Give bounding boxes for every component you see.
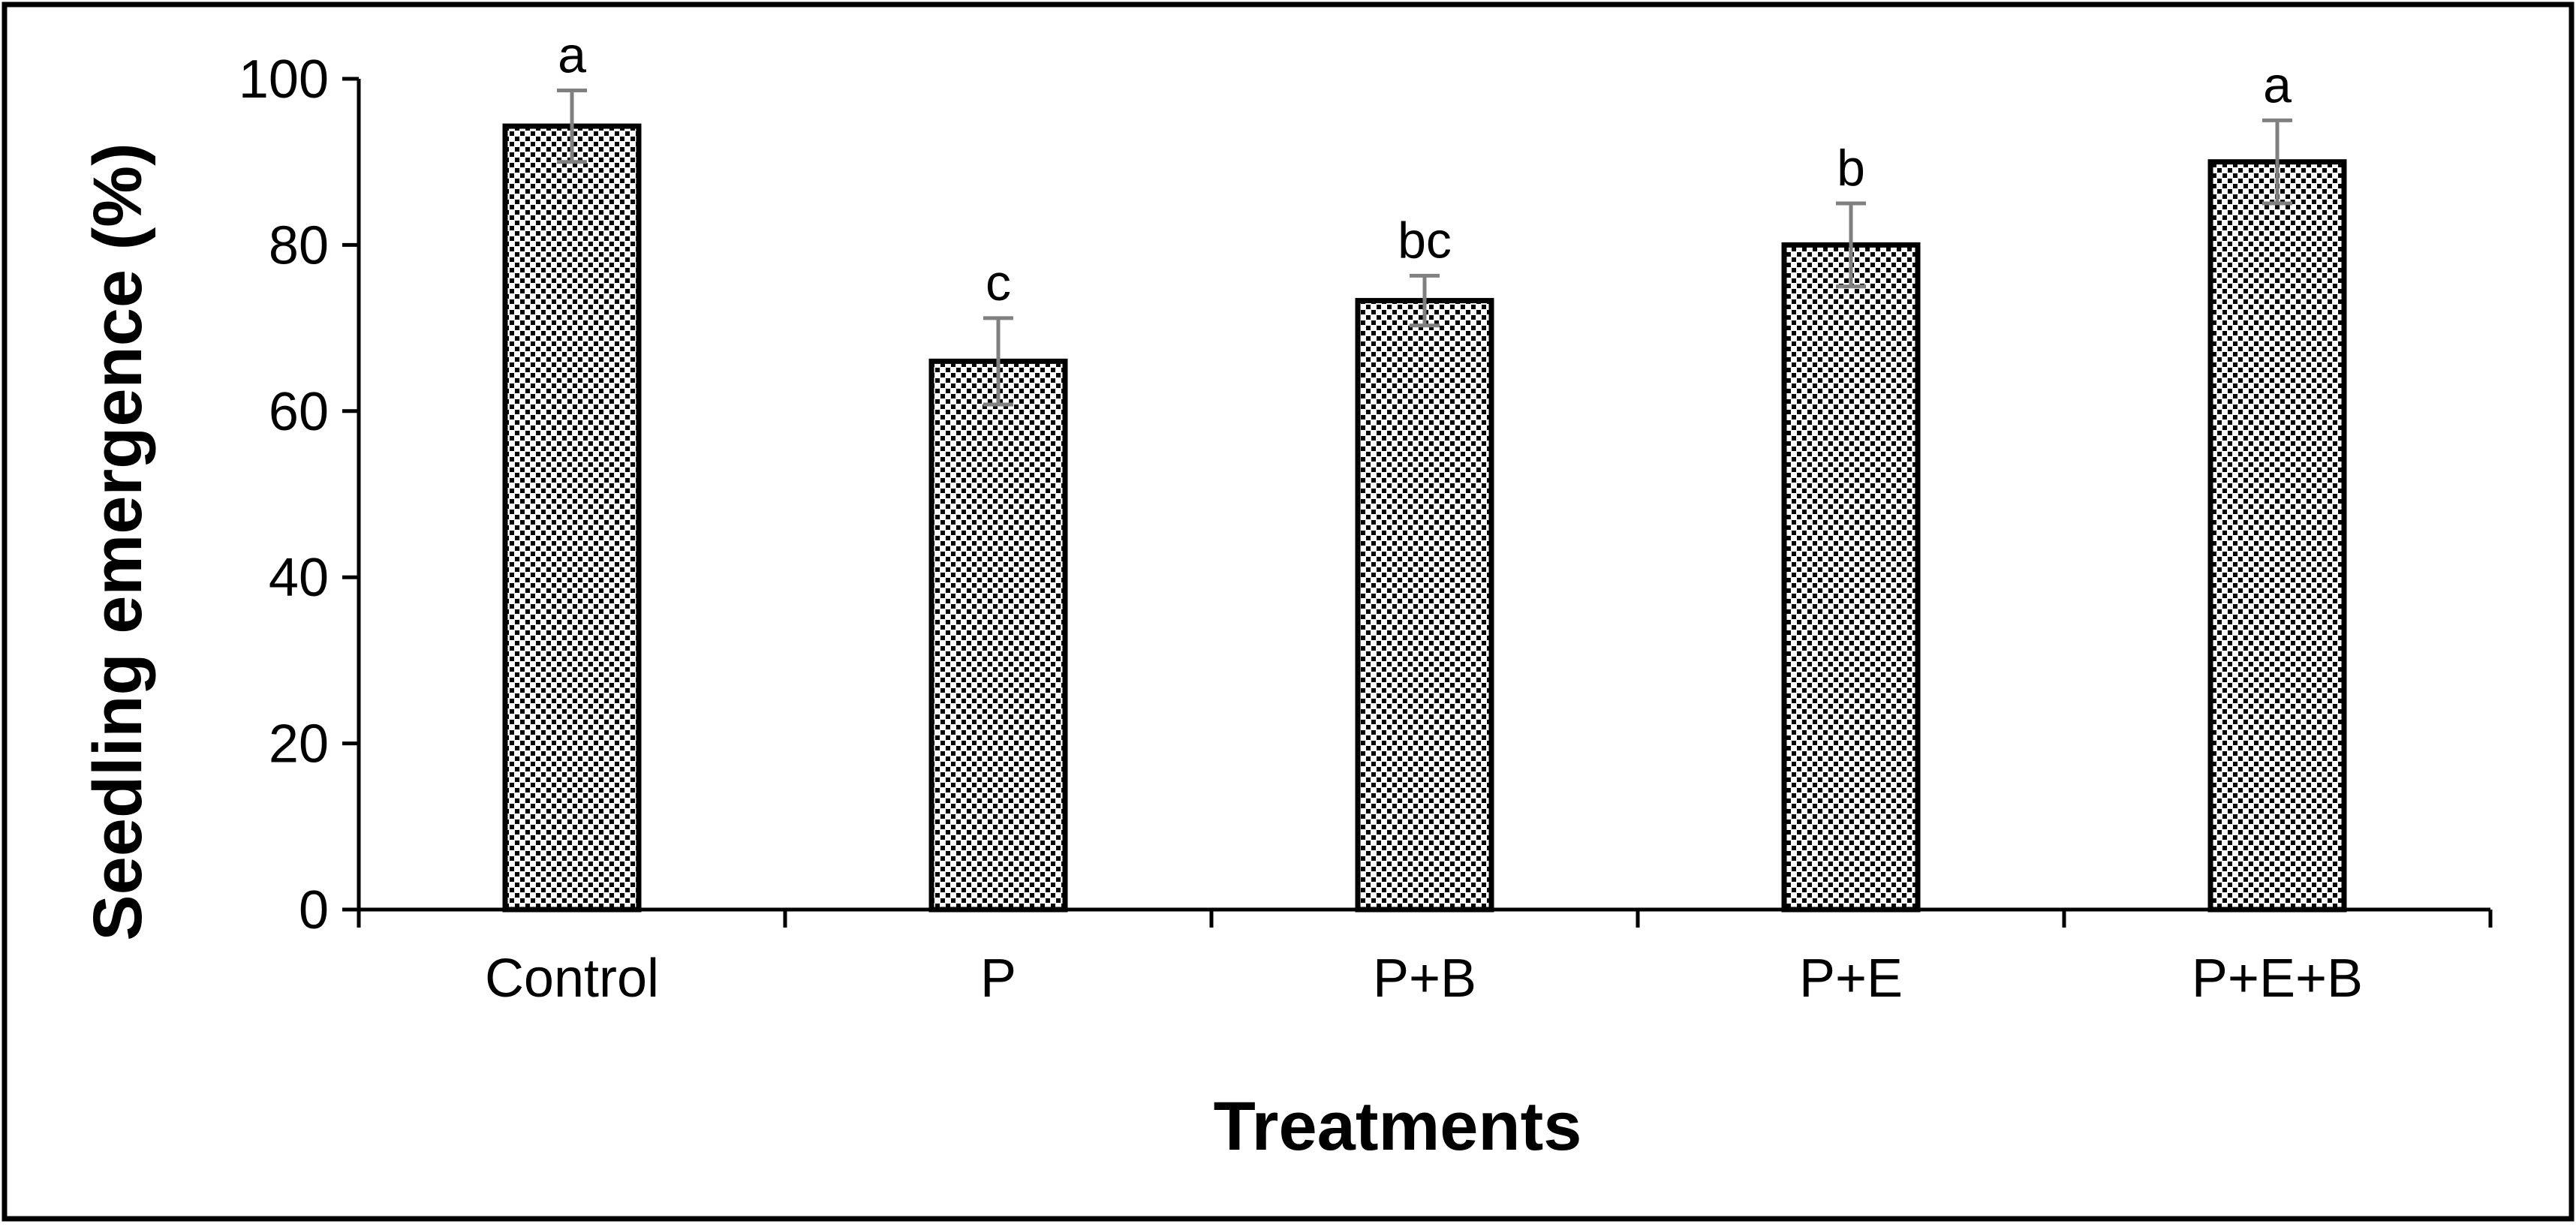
bar-p-plus-b — [1355, 298, 1494, 913]
bar-control — [502, 123, 642, 913]
x-category-label: P+E — [1799, 949, 1903, 1009]
x-category-label: P+B — [1373, 949, 1476, 1009]
significance-label: a — [558, 26, 586, 83]
significance-label: bc — [1398, 212, 1452, 269]
y-axis-title: Seedling emergence (%) — [80, 143, 156, 940]
x-category-label: Control — [485, 949, 659, 1009]
y-tick-label: 40 — [269, 548, 329, 608]
y-tick-label: 60 — [269, 382, 329, 442]
bar-p — [928, 358, 1068, 913]
y-tick-label: 0 — [299, 880, 329, 940]
plot-area: 0 20 40 60 80 100 a Control c Pbc P+B b P+E a P+E+B — [239, 26, 2493, 1009]
x-axis-title: Treatments — [1214, 1088, 1582, 1165]
x-category-label: P+E+B — [2192, 949, 2363, 1009]
y-tick-label: 100 — [239, 50, 329, 110]
bar-p-plus-e-plus-b — [2207, 159, 2347, 913]
significance-label: b — [1837, 140, 1865, 197]
x-category-label: P — [980, 949, 1016, 1009]
bar-p-plus-e — [1781, 242, 1921, 913]
y-tick-label: 20 — [269, 714, 329, 774]
significance-label: c — [986, 254, 1011, 311]
y-tick-label: 80 — [269, 215, 329, 275]
significance-label: a — [2263, 56, 2292, 113]
